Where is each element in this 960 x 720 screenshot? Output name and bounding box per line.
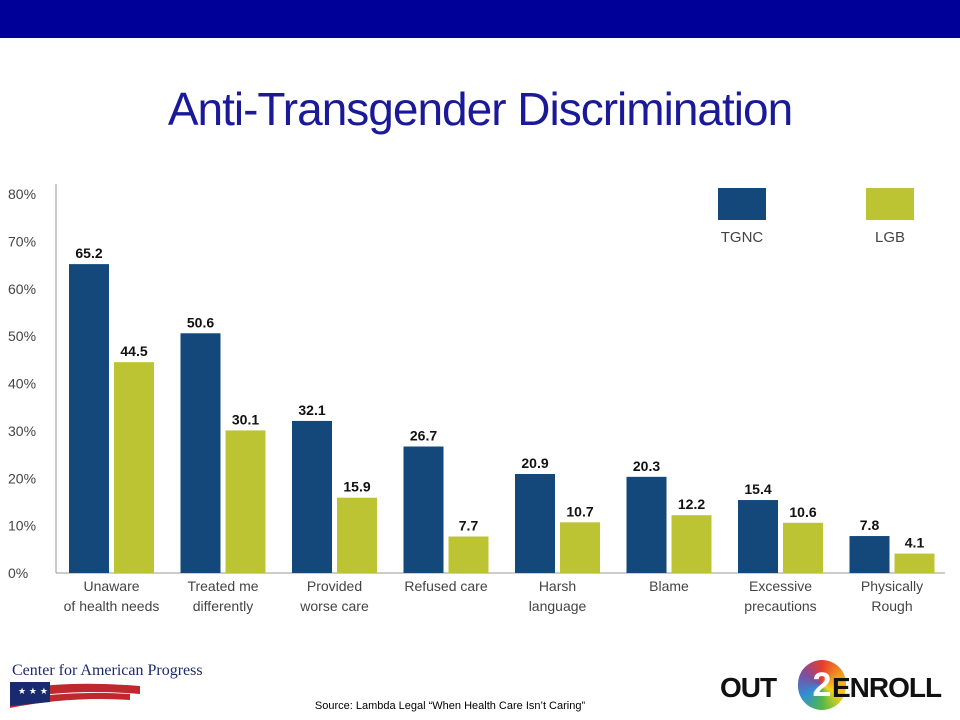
data-label: 26.7 (410, 428, 437, 444)
bar-lgb (894, 553, 935, 573)
legend-label: LGB (875, 229, 905, 246)
out2enroll-logo-number: 2 (812, 665, 832, 704)
bar-tgnc (515, 473, 555, 573)
y-tick-label: 10% (8, 518, 36, 534)
legend-swatch-tgnc (718, 188, 766, 220)
data-label: 4.1 (905, 535, 925, 551)
data-label: 7.8 (860, 517, 880, 533)
out2enroll-logo-prefix: OUT (720, 672, 777, 703)
bar-lgb (560, 522, 600, 573)
data-label: 32.1 (298, 402, 325, 418)
x-category-label: Unaware (83, 578, 139, 594)
y-tick-label: 50% (8, 328, 36, 344)
cap-logo-text: Center for American Progress (12, 662, 203, 679)
y-tick-label: 40% (8, 376, 36, 392)
bar-lgb (671, 515, 712, 573)
bar-tgnc (403, 446, 444, 573)
bar-lgb (448, 536, 489, 573)
bar-lgb (225, 430, 266, 573)
x-category-label: differently (193, 598, 253, 614)
data-label: 10.7 (566, 503, 593, 519)
x-category-label: Physically (861, 578, 923, 594)
x-category-label: Rough (871, 598, 912, 614)
x-category-label: of health needs (64, 598, 160, 614)
bar-tgnc (292, 420, 332, 573)
bar-tgnc (849, 536, 890, 573)
bar-lgb (114, 362, 154, 573)
bar-lgb (337, 497, 377, 573)
x-category-label: Refused care (404, 578, 487, 594)
x-category-label: language (529, 598, 587, 614)
data-label: 10.6 (789, 504, 816, 520)
svg-text:★ ★ ★: ★ ★ ★ (18, 687, 48, 697)
y-tick-label: 70% (8, 233, 36, 249)
data-label: 44.5 (120, 343, 147, 359)
data-label: 20.3 (633, 458, 660, 474)
out2enroll-logo: OUT 2 ENROLL (720, 660, 952, 716)
bar-tgnc (626, 476, 667, 573)
x-category-label: Provided (307, 578, 362, 594)
y-tick-label: 0% (8, 565, 28, 581)
data-label: 12.2 (678, 496, 705, 512)
data-label: 20.9 (521, 455, 548, 471)
data-label: 7.7 (459, 518, 479, 534)
bar-tgnc (69, 264, 109, 573)
y-tick-label: 60% (8, 281, 36, 297)
data-label: 50.6 (187, 314, 214, 330)
bar-tgnc (180, 333, 221, 573)
bar-tgnc (738, 500, 778, 573)
slide-title: Anti-Transgender Discrimination (167, 83, 793, 135)
x-category-label: Excessive (749, 578, 812, 594)
y-tick-label: 30% (8, 423, 36, 439)
x-category-label: precautions (744, 598, 816, 614)
legend-label: TGNC (721, 229, 764, 246)
x-category-label: Blame (649, 578, 689, 594)
x-category-label: Treated me (187, 578, 258, 594)
legend-swatch-lgb (866, 188, 914, 220)
source-citation: Source: Lambda Legal “When Health Care I… (314, 700, 586, 712)
x-category-label: Harsh (539, 578, 576, 594)
top-bar (0, 0, 960, 38)
bar-chart: 0% 10% 20% 30% 40% 50% 60% 70% 80% 65.2 44.5 Unawar… (8, 184, 945, 614)
data-label: 15.4 (744, 481, 771, 497)
center-for-american-progress-logo: ★ ★ ★ (10, 660, 190, 710)
out2enroll-rainbow-badge: 2 (798, 660, 846, 710)
bar-lgb (783, 522, 823, 573)
y-tick-label: 80% (8, 186, 36, 202)
data-label: 15.9 (343, 479, 370, 495)
x-category-label: worse care (299, 598, 369, 614)
out2enroll-logo-suffix: ENROLL (832, 672, 942, 703)
y-tick-label: 20% (8, 470, 36, 486)
data-label: 65.2 (75, 245, 102, 261)
data-label: 30.1 (232, 411, 259, 427)
